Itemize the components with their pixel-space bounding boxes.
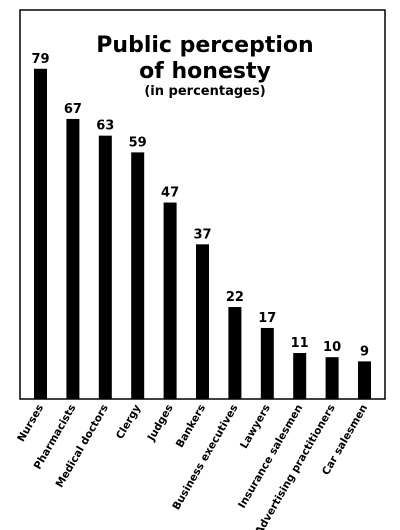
chart-subtitle: (in percentages) bbox=[144, 84, 265, 99]
chart-title-line2: of honesty bbox=[139, 59, 271, 84]
bar-clergy bbox=[131, 152, 145, 399]
category-label: Judges bbox=[145, 403, 176, 444]
value-label: 47 bbox=[161, 186, 179, 201]
value-label: 22 bbox=[226, 290, 244, 305]
category-label: Business executives bbox=[170, 403, 240, 513]
chart-title: Public perception bbox=[96, 33, 313, 58]
category-label: Clergy bbox=[114, 402, 143, 441]
category-label: Bankers bbox=[174, 403, 208, 450]
bar-insurance-salesmen bbox=[293, 353, 307, 399]
bar-bankers bbox=[196, 244, 209, 399]
bar-judges bbox=[163, 202, 177, 399]
value-labels-group: 79 67 63 59 47 37 22 17 11 10 9 bbox=[31, 52, 369, 360]
value-label: 79 bbox=[31, 52, 49, 67]
category-label: Insurance salesmen bbox=[236, 403, 305, 511]
value-label: 37 bbox=[193, 227, 211, 242]
bar-lawyers bbox=[260, 327, 274, 399]
category-label: Nurses bbox=[15, 403, 46, 445]
bar-car-salesmen bbox=[358, 361, 371, 399]
value-label: 63 bbox=[96, 119, 114, 134]
value-label: 67 bbox=[64, 102, 82, 117]
bar-nurses bbox=[34, 68, 47, 399]
category-label: Lawyers bbox=[238, 403, 273, 451]
bar-business-executives bbox=[228, 307, 242, 399]
value-label: 10 bbox=[323, 340, 341, 355]
value-label: 59 bbox=[129, 135, 147, 150]
bar-medical-doctors bbox=[98, 135, 112, 399]
value-label: 9 bbox=[360, 344, 369, 359]
value-label: 11 bbox=[291, 336, 309, 351]
bar-advertising-practitioners bbox=[325, 357, 339, 399]
bars-group bbox=[34, 68, 371, 399]
value-label: 17 bbox=[258, 311, 276, 326]
bar-pharmacists bbox=[66, 118, 80, 399]
